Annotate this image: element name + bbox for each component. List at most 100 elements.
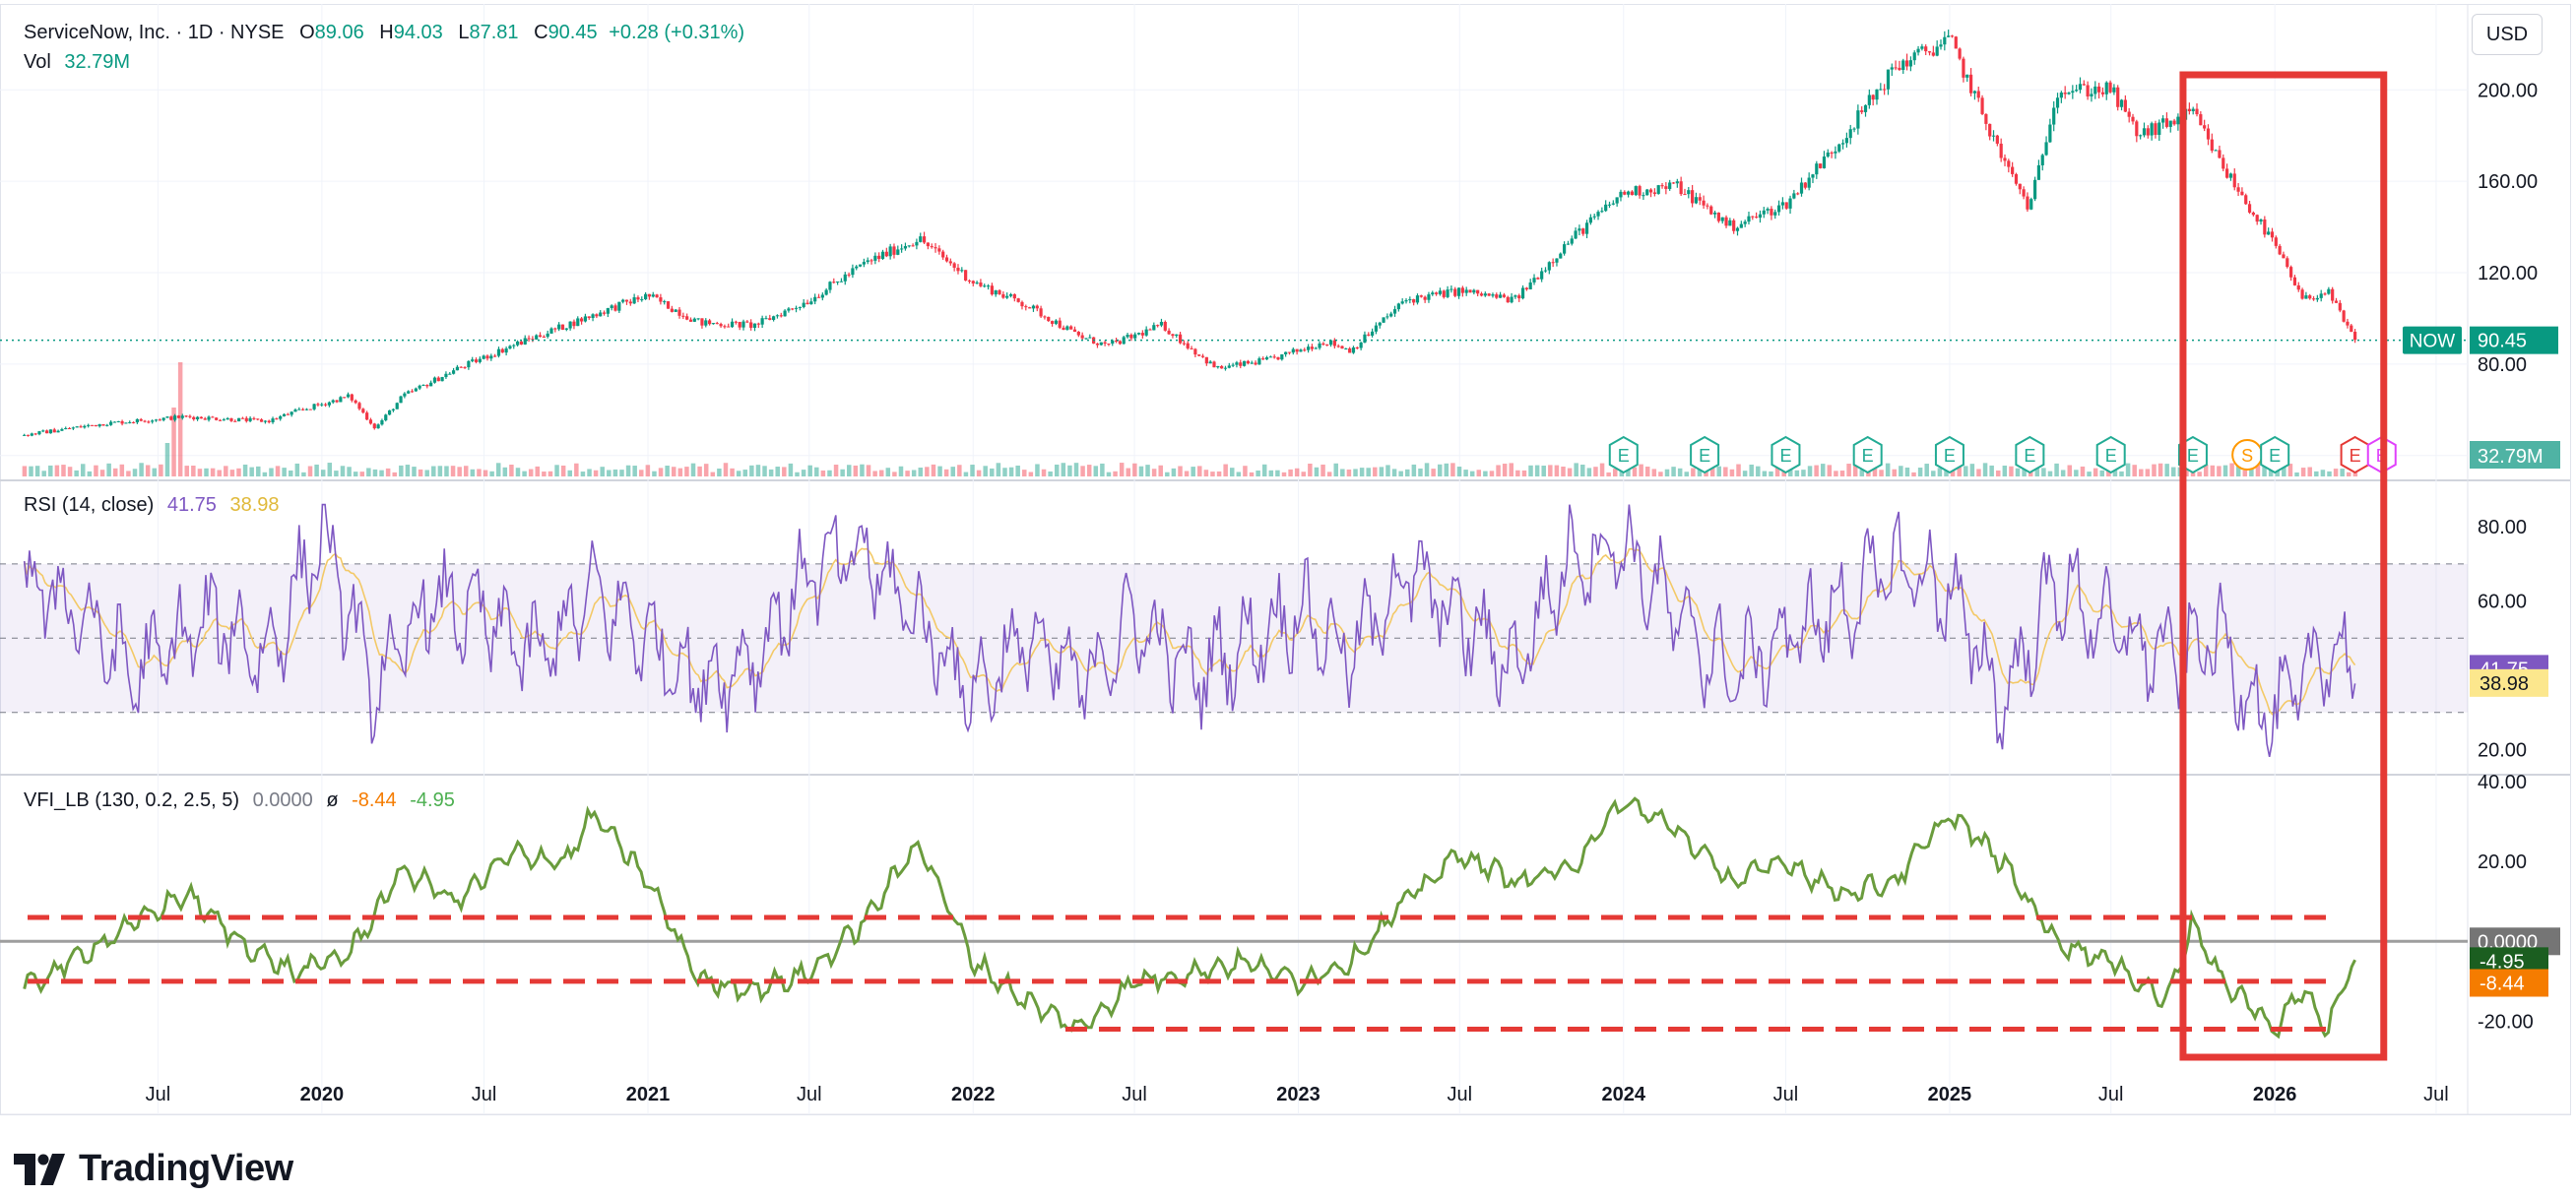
volume-bar (1729, 469, 1735, 476)
candle-body (207, 416, 211, 420)
earnings-event-icon[interactable]: E (1608, 435, 1639, 474)
volume-legend[interactable]: Vol 32.79M (24, 51, 130, 74)
candle-body (1062, 327, 1065, 330)
last-price-label-bg (2470, 326, 2558, 354)
candle-body (704, 320, 708, 326)
earnings-event-icon[interactable]: E (1852, 435, 1883, 474)
candle-body (290, 411, 293, 415)
volume-bar (2145, 469, 2151, 476)
vfi-legend[interactable]: VFI_LB (130, 0.2, 2.5, 5) 0.0000 ø -8.44… (24, 789, 455, 812)
volume-bar (1476, 470, 1482, 476)
candle-body (286, 413, 290, 415)
candle-body (203, 418, 207, 420)
candle-body (1991, 135, 1996, 137)
candle-body (734, 321, 738, 323)
split-event-icon[interactable]: S (2231, 439, 2264, 471)
volume-bar (1093, 466, 1099, 476)
tradingview-logo[interactable]: TradingView (14, 1148, 293, 1190)
candle-body (2304, 295, 2308, 299)
candle-body (218, 419, 223, 421)
volume-bar (2282, 466, 2286, 476)
volume-bar (1879, 470, 1884, 476)
rsi-legend[interactable]: RSI (14, close) 41.75 38.98 (24, 494, 280, 517)
candle-body (2251, 212, 2255, 216)
volume-bar (1210, 472, 1215, 476)
candle-body (350, 394, 354, 401)
candle-body (1008, 293, 1013, 296)
candle-body (549, 328, 553, 334)
highlight-rectangle[interactable] (2179, 71, 2388, 1061)
earnings-event-icon[interactable]: E (2340, 435, 2370, 474)
volume-bar (1431, 469, 1436, 476)
volume-bar (1749, 464, 1754, 476)
volume-bar (126, 471, 131, 476)
candle-body (1965, 74, 1969, 78)
candle-body (659, 297, 663, 302)
candle-body (1890, 67, 1894, 70)
rsi-title: RSI (14, close) (24, 494, 155, 516)
volume-bar (2262, 463, 2267, 476)
candle-body (1175, 334, 1179, 337)
candle-body (1886, 69, 1891, 90)
volume-bar (1314, 467, 1320, 476)
volume-bar (665, 466, 670, 476)
candle-body (399, 396, 403, 404)
volume-bar (1541, 466, 1546, 476)
candle-body (930, 246, 934, 248)
candle-body (1487, 293, 1491, 296)
volume-bar (1989, 465, 1994, 476)
earnings-event-icon[interactable]: E (1690, 435, 1720, 474)
candle-body (161, 417, 165, 420)
candle-body (1099, 342, 1103, 346)
symbol-title[interactable]: ServiceNow, Inc. · 1D · NYSE (24, 22, 285, 43)
candle-body (2350, 325, 2353, 333)
candle-body (1208, 361, 1212, 364)
candle-body (674, 309, 677, 312)
candle-body (1879, 89, 1883, 91)
candle-body (1171, 334, 1175, 337)
earnings-event-icon[interactable]: E (1771, 435, 1801, 474)
currency-button[interactable]: USD (2472, 14, 2543, 55)
candle-body (2093, 86, 2097, 94)
candle-body (109, 421, 113, 425)
earnings-event-icon[interactable]: E (2095, 435, 2126, 474)
candle-body (1844, 138, 1848, 144)
candle-body (1088, 337, 1092, 339)
earnings-event-icon[interactable]: E (2015, 435, 2045, 474)
volume-bar (950, 467, 955, 476)
candle-body (2210, 139, 2214, 151)
candle-body (587, 316, 591, 318)
volume-bar (145, 465, 151, 476)
candle-body (1178, 334, 1183, 344)
candle-body (1129, 335, 1133, 339)
earnings-event-icon[interactable]: E (1934, 435, 1964, 474)
candle-body (414, 388, 418, 392)
volume-bar (632, 466, 637, 476)
svg-text:E: E (1944, 446, 1956, 466)
candle-body (723, 326, 727, 328)
volume-bar (217, 470, 222, 476)
candle-body (572, 321, 576, 327)
volume-bar (320, 470, 326, 476)
candle-body (1186, 343, 1190, 348)
candle-body (1054, 320, 1058, 324)
candle-body (1848, 129, 1852, 139)
volume-bar (703, 464, 709, 476)
candle-body (387, 410, 392, 415)
candle-body (451, 370, 456, 374)
candle-body (2334, 300, 2339, 303)
volume-bar (1158, 465, 1163, 476)
time-axis-label: 2023 (1276, 1084, 1320, 1105)
candle-body (2139, 135, 2143, 137)
volume-bar (1275, 470, 1280, 476)
earnings-event-icon[interactable]: E (2260, 435, 2290, 474)
candle-body (783, 310, 787, 317)
candle-body (779, 315, 783, 317)
candle-body (2232, 173, 2236, 188)
candle-body (1980, 97, 1984, 114)
volume-bar (1268, 470, 1274, 476)
volume-bar (970, 465, 975, 476)
volume-bar (2300, 468, 2306, 476)
candle-body (820, 294, 824, 298)
